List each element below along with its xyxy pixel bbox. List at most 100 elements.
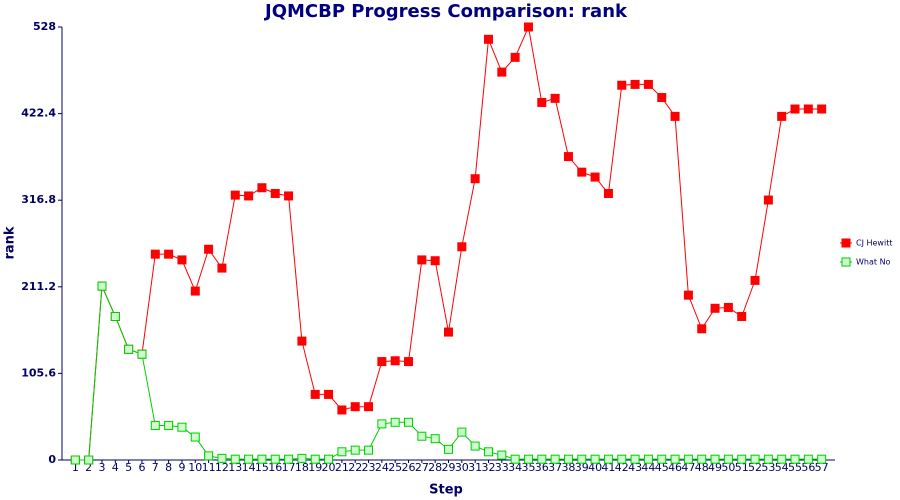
legend-marker [841,238,851,248]
x-tick-label: 34 [508,461,522,474]
point-marker [643,454,653,464]
x-tick-label: 30 [455,461,469,474]
point-marker [310,454,320,464]
point-marker [777,111,787,121]
x-tick-label: 52 [748,461,762,474]
point-marker [590,172,600,182]
point-marker [763,195,773,205]
point-marker [590,454,600,464]
point-marker [470,441,480,451]
point-marker [817,454,827,464]
point-marker [177,422,187,432]
y-axis-label: rank [3,226,18,259]
point-marker [97,281,107,291]
x-tick-label: 57 [815,461,829,474]
point-marker [790,454,800,464]
legend-marker [841,257,851,267]
point-marker [697,324,707,334]
x-tick-label: 4 [112,461,119,474]
point-marker [297,453,307,463]
point-marker [364,445,374,455]
point-marker [204,451,214,461]
x-tick-label: 21 [335,461,349,474]
point-marker [430,256,440,266]
x-tick-label: 8 [165,461,172,474]
point-marker [657,93,667,103]
point-marker [657,454,667,464]
point-marker [483,34,493,44]
y-tick-label: 0 [48,453,56,466]
x-tick-label: 19 [308,461,322,474]
point-marker [617,80,627,90]
y-tick-label: 528 [33,20,56,33]
x-tick-label: 24 [375,461,389,474]
point-marker [124,344,134,354]
point-marker [683,454,693,464]
point-marker [737,454,747,464]
series-line [75,285,822,461]
point-marker [670,111,680,121]
point-marker [617,454,627,464]
point-marker [417,255,427,265]
point-marker [204,244,214,254]
x-tick-label: 49 [708,461,722,474]
x-tick-label: 50 [721,461,735,474]
point-marker [364,402,374,412]
x-tick-label: 31 [468,461,482,474]
legend-label: CJ Hewitt [856,239,892,248]
x-tick-label: 46 [668,461,682,474]
point-marker [710,454,720,464]
x-tick-label: 41 [601,461,615,474]
point-marker [523,22,533,32]
point-marker [763,454,773,464]
point-marker [803,104,813,114]
x-tick-label: 39 [575,461,589,474]
x-tick-label: 6 [138,461,145,474]
point-marker [750,454,760,464]
point-marker [457,427,467,437]
point-marker [670,454,680,464]
point-marker [217,453,227,463]
point-marker [350,445,360,455]
x-tick-label: 20 [322,461,336,474]
point-marker [777,454,787,464]
x-tick-label: 15 [255,461,269,474]
point-marker [324,454,334,464]
point-marker [337,405,347,415]
x-tick-label: 47 [681,461,695,474]
point-marker [683,290,693,300]
x-tick-label: 13 [228,461,242,474]
point-marker [110,311,120,321]
point-marker [750,275,760,285]
point-marker [217,263,227,273]
chart-title: JQMCBP Progress Comparison: rank [263,1,628,22]
x-tick-label: 11 [202,461,216,474]
x-tick-label: 51 [735,461,749,474]
point-marker [630,454,640,464]
point-marker [270,188,280,198]
point-marker [70,455,80,465]
point-marker [497,450,507,460]
x-tick-label: 43 [628,461,642,474]
point-marker [697,454,707,464]
point-marker [257,183,267,193]
point-marker [150,421,160,431]
point-marker [563,454,573,464]
point-marker [577,454,587,464]
y-tick-label: 316.8 [21,193,56,206]
point-marker [470,174,480,184]
x-tick-label: 56 [801,461,815,474]
point-marker [483,447,493,457]
x-tick-label: 16 [268,461,282,474]
point-marker [350,402,360,412]
point-marker [164,249,174,259]
point-marker [244,191,254,201]
point-marker [497,67,507,77]
x-tick-label: 7 [152,461,159,474]
point-marker [390,417,400,427]
x-tick-label: 42 [615,461,629,474]
point-marker [284,454,294,464]
point-marker [190,286,200,296]
